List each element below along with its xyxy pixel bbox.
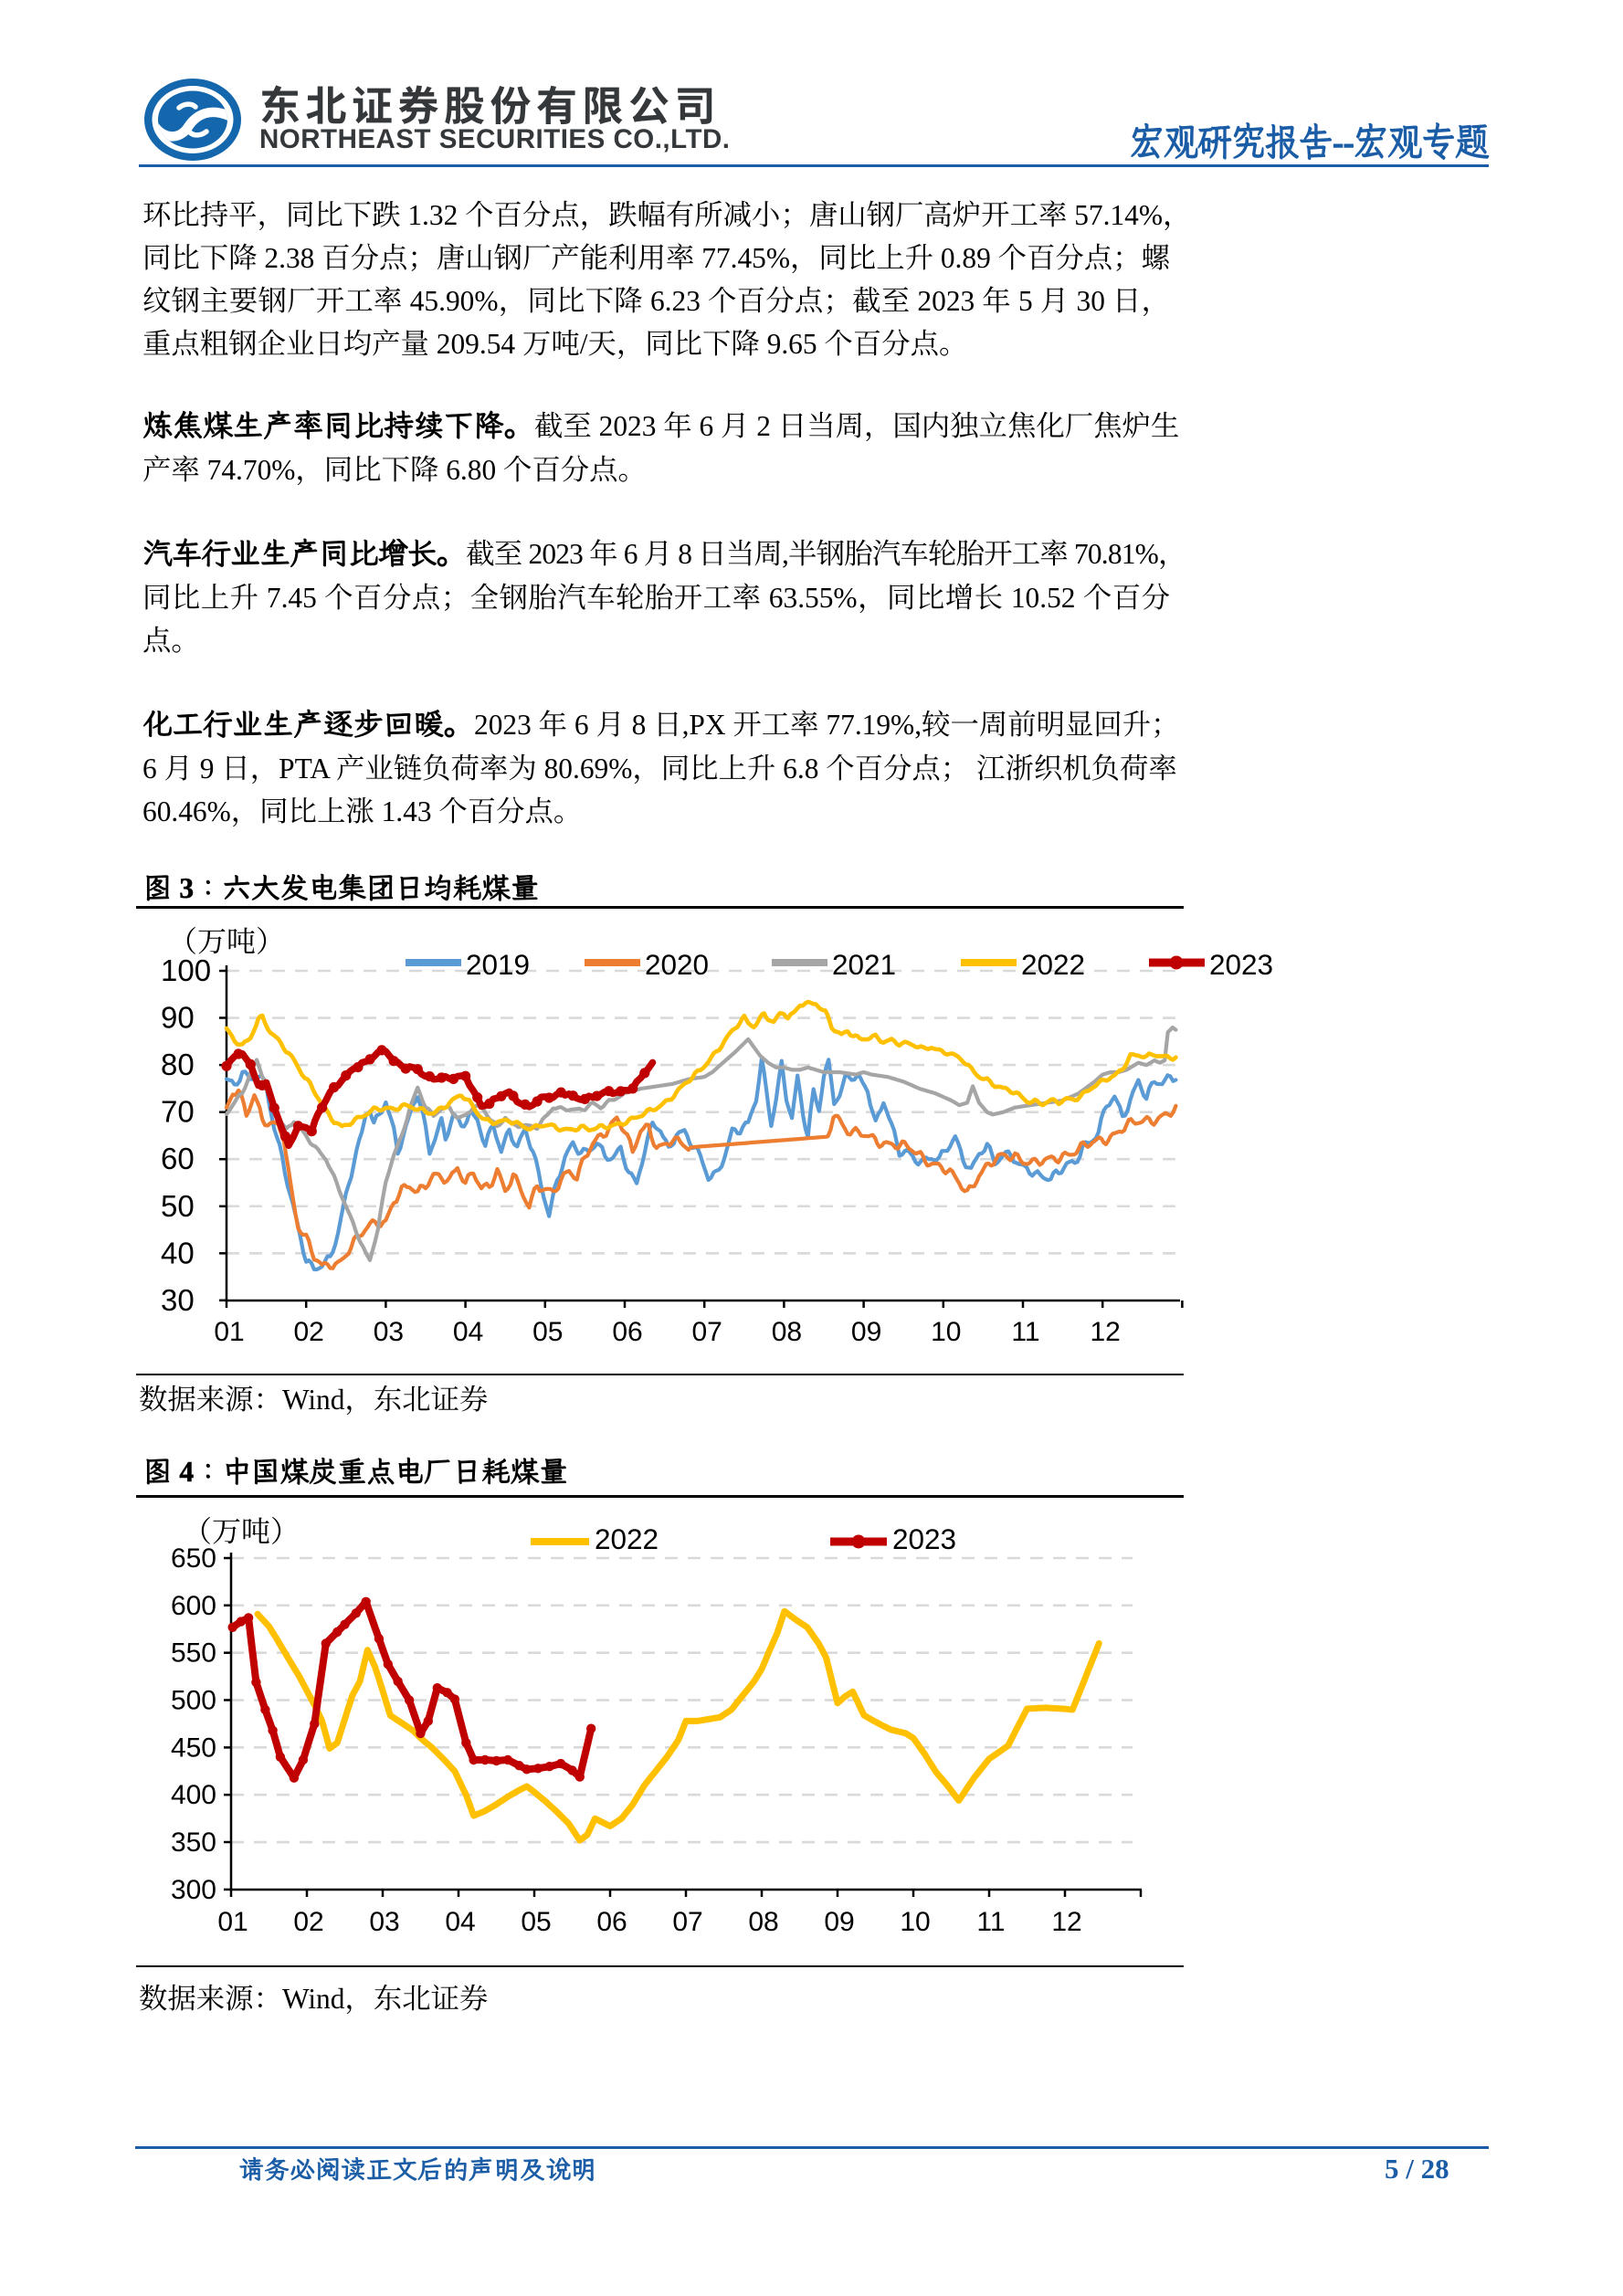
svg-text:2022: 2022	[595, 1522, 659, 1555]
svg-text:300: 300	[171, 1875, 216, 1905]
svg-text:2023: 2023	[892, 1522, 956, 1555]
svg-text:06: 06	[612, 1317, 642, 1347]
svg-text:2022: 2022	[1021, 948, 1085, 981]
svg-text:08: 08	[748, 1907, 778, 1937]
svg-text:03: 03	[369, 1907, 399, 1937]
svg-text:50: 50	[161, 1189, 195, 1223]
svg-text:08: 08	[772, 1317, 802, 1347]
svg-text:550: 550	[171, 1638, 216, 1669]
svg-text:12: 12	[1051, 1907, 1081, 1937]
svg-text:01: 01	[217, 1907, 248, 1937]
svg-text:02: 02	[294, 1317, 324, 1347]
svg-text:10: 10	[900, 1907, 930, 1937]
svg-text:01: 01	[214, 1317, 244, 1347]
svg-text:2019: 2019	[466, 948, 530, 981]
svg-text:10: 10	[931, 1317, 961, 1347]
svg-text:07: 07	[692, 1317, 722, 1347]
svg-text:2021: 2021	[832, 948, 896, 981]
svg-text:02: 02	[293, 1907, 323, 1937]
svg-text:500: 500	[171, 1686, 216, 1716]
svg-text:2020: 2020	[645, 948, 709, 981]
svg-text:12: 12	[1091, 1317, 1121, 1347]
svg-text:80: 80	[161, 1048, 195, 1081]
svg-text:03: 03	[374, 1317, 404, 1347]
svg-text:05: 05	[521, 1907, 551, 1937]
svg-text:100: 100	[161, 953, 211, 987]
svg-text:40: 40	[161, 1236, 195, 1269]
svg-text:04: 04	[453, 1317, 483, 1347]
svg-text:07: 07	[672, 1907, 702, 1937]
svg-text:09: 09	[851, 1317, 881, 1347]
svg-text:11: 11	[1011, 1317, 1039, 1347]
svg-text:650: 650	[171, 1543, 216, 1574]
svg-text:09: 09	[824, 1907, 854, 1937]
svg-text:05: 05	[532, 1317, 563, 1347]
svg-text:06: 06	[596, 1907, 627, 1937]
svg-text:600: 600	[171, 1591, 216, 1621]
svg-text:04: 04	[445, 1907, 475, 1937]
svg-text:60: 60	[161, 1142, 195, 1175]
svg-text:400: 400	[171, 1780, 216, 1810]
svg-text:350: 350	[171, 1827, 216, 1858]
svg-text:70: 70	[161, 1095, 195, 1129]
svg-text:2023: 2023	[1209, 948, 1273, 981]
svg-text:90: 90	[161, 1001, 195, 1035]
svg-text:30: 30	[161, 1283, 195, 1317]
svg-text:450: 450	[171, 1733, 216, 1763]
svg-text:11: 11	[976, 1907, 1005, 1937]
